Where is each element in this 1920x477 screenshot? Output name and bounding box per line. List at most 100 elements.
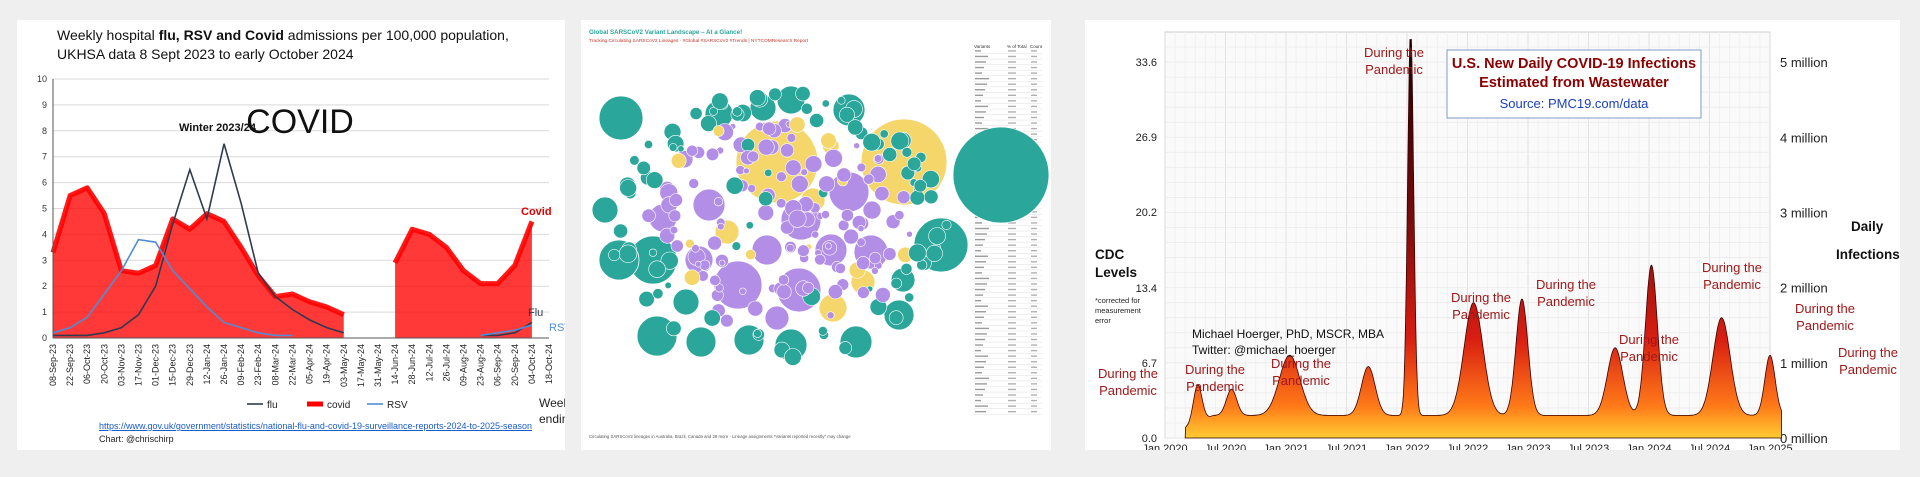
variant-bubble <box>923 189 939 205</box>
table-cell-text <box>1031 94 1037 96</box>
table-cell-text <box>1031 388 1037 391</box>
x-tick-label: 12-Jul-24 <box>424 344 434 382</box>
variant-bubble <box>856 237 866 247</box>
peak-label-line2: Pandemic <box>1452 307 1510 322</box>
variant-bubble <box>863 173 875 185</box>
table-cell-text <box>1031 111 1037 113</box>
variant-bubble <box>857 225 865 233</box>
table-cell-text <box>1031 127 1037 130</box>
variant-bubble <box>786 244 795 253</box>
variant-bubble <box>869 252 882 265</box>
table-cell-text <box>1008 338 1016 341</box>
table-cell-text <box>975 283 987 285</box>
table-cell-text <box>1031 361 1037 363</box>
peak-label-line1: During the <box>1271 356 1331 371</box>
table-cell-text <box>1031 238 1037 241</box>
right-tick-label: 5 million <box>1780 55 1828 70</box>
table-cell-text <box>975 394 983 396</box>
variant-bubble <box>883 247 897 261</box>
table-cell-text <box>975 277 989 280</box>
variant-bubble <box>809 113 824 128</box>
x-tick-label: 28-Jun-24 <box>407 344 417 385</box>
variant-bubble <box>925 244 943 262</box>
table-cell-text <box>1031 50 1037 52</box>
right-tick-label: 4 million <box>1780 130 1828 145</box>
title-part-2: flu, RSV and Covid <box>158 27 284 43</box>
x-tick-label: 18-Oct-24 <box>544 344 554 384</box>
table-cell-text <box>1031 89 1037 91</box>
table-cell-text <box>1031 222 1037 224</box>
variant-bubble <box>700 115 717 132</box>
left-axis-label-2: Levels <box>1095 265 1137 280</box>
variant-bubble <box>668 209 682 223</box>
right-tick-label: 0 million <box>1780 431 1828 446</box>
variant-bubble <box>906 230 913 238</box>
x-tick-label: Jan 2022 <box>1384 443 1429 450</box>
variant-bubble <box>689 107 703 120</box>
x-tick-label: 05-Apr-24 <box>305 344 315 384</box>
variant-bubble <box>747 300 764 317</box>
variant-bubble <box>837 96 846 105</box>
table-cell-text <box>975 55 988 58</box>
covid-big-label: COVID <box>246 103 354 141</box>
table-cell-text <box>1008 316 1016 318</box>
variant-bubble <box>909 190 926 206</box>
x-tick-label: 22-Mar-24 <box>287 344 297 386</box>
table-cell-text <box>1008 100 1016 102</box>
table-cell-text <box>975 355 988 357</box>
variant-bubble <box>648 260 666 278</box>
variant-bubble <box>907 156 922 171</box>
variant-bubble <box>839 106 855 123</box>
table-cell-text <box>975 72 982 74</box>
left-tick-label: 20.2 <box>1136 207 1157 219</box>
table-cell-text <box>1031 394 1037 396</box>
variant-bubble <box>660 251 679 270</box>
legend-label-rsv: RSV <box>387 400 408 411</box>
variant-bubble <box>802 281 815 294</box>
variant-bubble <box>694 260 702 268</box>
variant-bubble <box>901 147 913 158</box>
variant-bubble <box>776 171 787 182</box>
x-tick-label: Jul 2020 <box>1205 443 1247 450</box>
variant-bubble <box>666 320 682 337</box>
table-cell-text <box>975 222 982 224</box>
x-tick-label: 03-Nov-23 <box>116 344 126 386</box>
variant-bubble <box>778 274 790 286</box>
x-tick-label: 17-May-24 <box>356 344 366 387</box>
table-cell-text <box>1031 122 1037 124</box>
variant-bubble <box>791 175 809 193</box>
variant-bubble <box>871 267 879 275</box>
table-cell-text <box>1031 338 1037 341</box>
table-cell-text <box>1031 261 1037 263</box>
variant-bubble <box>743 167 750 175</box>
table-cell-text <box>1031 316 1037 318</box>
x-tick-label: Jan 2024 <box>1626 443 1671 450</box>
table-cell-text <box>1008 388 1016 391</box>
x-tick-label: 08-Mar-24 <box>270 344 280 386</box>
right-axis-label-2: Infections <box>1836 247 1900 262</box>
variant-bubble <box>824 242 832 250</box>
variant-bubble <box>636 160 651 176</box>
table-cell-text <box>1008 311 1016 313</box>
variant-bubble <box>669 193 683 207</box>
table-cell-text <box>1008 83 1016 85</box>
wastewater-svg: 0.0 6.7 13.4 20.2 26.9 33.6 0 million 1 million… <box>1095 31 1900 450</box>
table-cell-text <box>1031 105 1037 108</box>
source-link[interactable]: https://www.gov.uk/government/statistics… <box>99 421 533 431</box>
left-chart-title: Weekly hospital flu, RSV and Covid admis… <box>57 26 557 64</box>
peak-label-line2: Pandemic <box>1620 349 1678 364</box>
x-tick-label: Jul 2024 <box>1689 443 1731 450</box>
twitter-line: Twitter: @michael_hoerger <box>1192 343 1336 357</box>
table-cell-text <box>975 83 987 85</box>
variant-bubble <box>827 284 843 300</box>
table-cell-text <box>1008 344 1016 346</box>
variant-bubble <box>789 116 806 133</box>
table-cell-text <box>1031 299 1037 302</box>
variant-bubble <box>894 210 905 221</box>
x-tick-label: 17-Nov-23 <box>134 344 144 386</box>
variant-bubble <box>818 326 828 336</box>
table-cell-text <box>1031 355 1037 357</box>
axis-cut-label-2: endin <box>539 412 565 426</box>
variant-bubble <box>795 86 811 102</box>
variant-bubble <box>913 179 927 193</box>
